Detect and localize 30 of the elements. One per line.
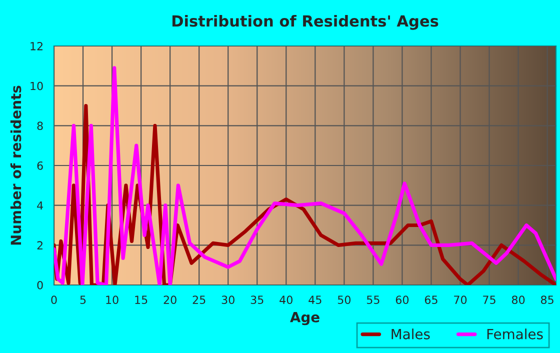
x-tick-label: 15 xyxy=(135,296,148,304)
x-tick-label: 45 xyxy=(308,296,322,304)
x-tick-label: 30 xyxy=(222,296,234,304)
y-tick-label: 6 xyxy=(37,161,43,170)
x-tick-label: 70 xyxy=(454,296,467,304)
x-tick-label: 65 xyxy=(424,296,438,304)
y-tick-label: 2 xyxy=(37,241,42,250)
x-tick-label: 25 xyxy=(192,296,206,304)
x-tick-label: 85 xyxy=(540,296,554,304)
x-tick-label: 10 xyxy=(106,296,118,304)
x-tick-label: 60 xyxy=(396,296,409,304)
x-tick-label: 5 xyxy=(80,296,86,304)
y-tick-label: 0 xyxy=(37,280,43,290)
x-tick-label: 35 xyxy=(250,296,264,304)
x-tick-label: 55 xyxy=(366,296,380,304)
x-tick-label: 20 xyxy=(164,296,176,304)
x-tick-label: 50 xyxy=(338,296,351,304)
x-tick-label: 75 xyxy=(483,296,496,304)
chart-title: Distribution of Residents' Ages xyxy=(172,14,438,30)
y-tick-label: 12 xyxy=(30,42,42,50)
x-tick-label: 40 xyxy=(280,296,292,304)
x-tick-label: 0 xyxy=(51,296,57,304)
legend-label: Males xyxy=(392,328,430,340)
y-tick-label: 8 xyxy=(37,122,43,130)
y-tick-label: 4 xyxy=(37,201,43,210)
x-tick-label: 80 xyxy=(512,296,525,304)
y-tick-label: 10 xyxy=(30,82,43,90)
legend-label: Females xyxy=(487,328,543,340)
y-axis-title: Number of residents xyxy=(10,86,22,245)
x-axis-title: Age xyxy=(290,312,320,326)
